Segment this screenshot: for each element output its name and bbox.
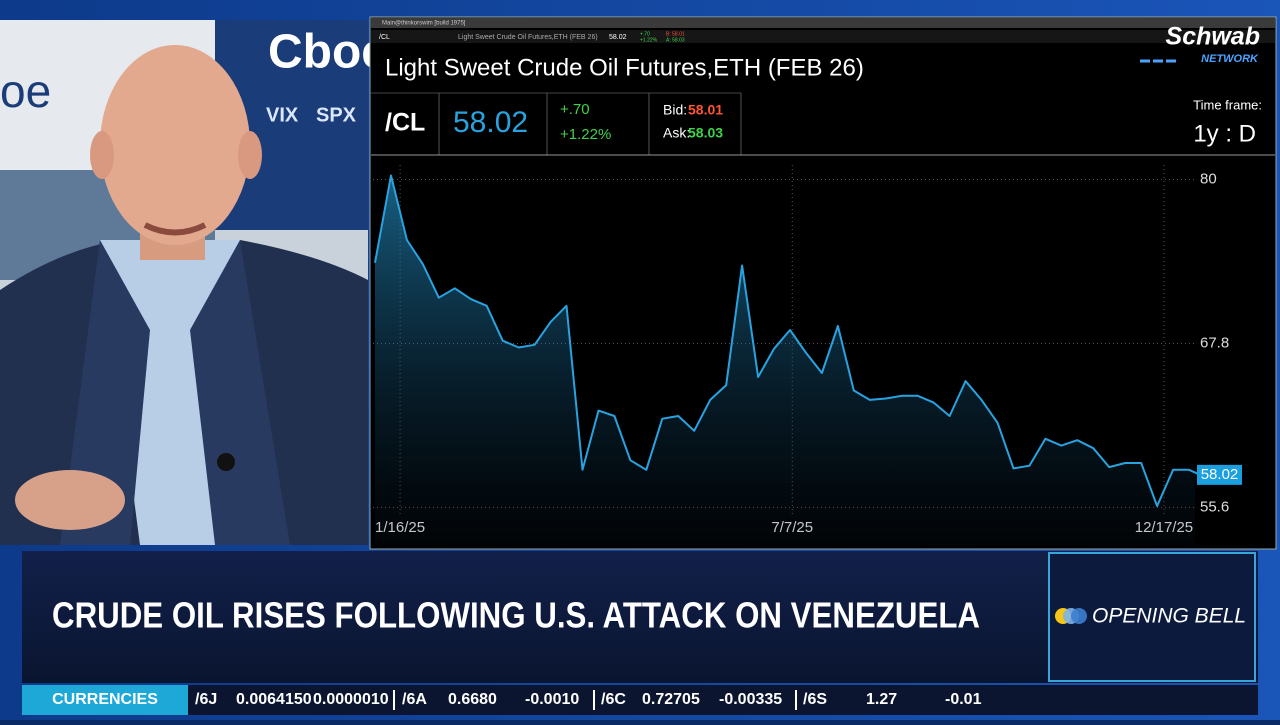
head (100, 45, 250, 245)
ticker-price: 0.72705 (642, 691, 700, 708)
ticker-symbol: /6S (803, 691, 827, 708)
price-line (374, 174, 1201, 507)
ticker-symbol: /6C (601, 691, 626, 708)
toolbar-bid: B: 58.01 (666, 31, 685, 37)
toolbar-symbol: /CL (379, 34, 390, 41)
ticker-symbol: /6J (195, 691, 217, 708)
sign-text: Cboe (268, 26, 388, 79)
ticker-price: 1.27 (866, 691, 897, 708)
bid-label: Bid: (663, 102, 687, 118)
quote-change: +.70 (560, 101, 590, 118)
ticker-symbol: /6A (402, 691, 427, 708)
price-tag-label: 58.02 (1201, 466, 1239, 483)
ear (90, 131, 114, 179)
ask-label: Ask: (663, 125, 690, 141)
hand (15, 470, 125, 530)
microphone (217, 453, 235, 471)
window-titlebar (371, 18, 1275, 28)
timeframe-label: Time frame: (1193, 97, 1262, 112)
ticker-label: CURRENCIES (52, 691, 158, 708)
logo-name: Schwab (1166, 23, 1260, 51)
sign-text: SPX (316, 104, 357, 126)
ticker-change: -0.00335 (719, 691, 782, 708)
toolbar-description: Light Sweet Crude Oil Futures,ETH (FEB 2… (458, 34, 598, 41)
quote-last: 58.02 (453, 106, 528, 139)
show-icon (1071, 608, 1087, 624)
sign-text: VIX (266, 104, 299, 126)
toolbar (371, 30, 1275, 43)
sign-text: oe (0, 65, 51, 117)
y-tick-label: 67.8 (1200, 334, 1229, 351)
headline: CRUDE OIL RISES FOLLOWING U.S. ATTACK ON… (52, 595, 980, 636)
price-tag (1197, 464, 1242, 485)
show-name: OPENING BELL (1092, 605, 1246, 628)
ticker-price: 0.0064150 (236, 691, 312, 708)
bid: 58.01 (688, 102, 723, 118)
toolbar-change: +.70 (640, 31, 650, 37)
y-tick-label: 80 (1200, 170, 1217, 187)
toolbar-ask: A: 58.03 (666, 37, 685, 43)
quote-title: Light Sweet Crude Oil Futures,ETH (FEB 2… (385, 54, 864, 81)
ticker-change: 0.0000010 (313, 691, 389, 708)
timeframe: 1y : D (1193, 120, 1256, 147)
ear (238, 131, 262, 179)
toolbar-change-pct: +1.22% (640, 37, 658, 43)
video-feed: oe Cboe VIX SPX (0, 20, 388, 545)
ask: 58.03 (688, 125, 723, 141)
ticker-change: -0.0010 (525, 691, 579, 708)
window-title: Main@thinkorswim [build 1975] (382, 21, 466, 27)
quote-change-pct: +1.22% (560, 126, 611, 143)
lapel (60, 240, 290, 545)
ticker-bar (22, 685, 1258, 715)
ticker-label-box (22, 685, 188, 715)
quote-symbol: /CL (385, 109, 425, 137)
mouth (143, 222, 207, 236)
ticker-change: -0.01 (945, 691, 982, 708)
logo-sub: NETWORK (1201, 53, 1259, 65)
ticker-price: 0.6680 (448, 691, 497, 708)
y-tick-label: 55.6 (1200, 498, 1229, 515)
toolbar-last: 58.02 (609, 34, 627, 41)
